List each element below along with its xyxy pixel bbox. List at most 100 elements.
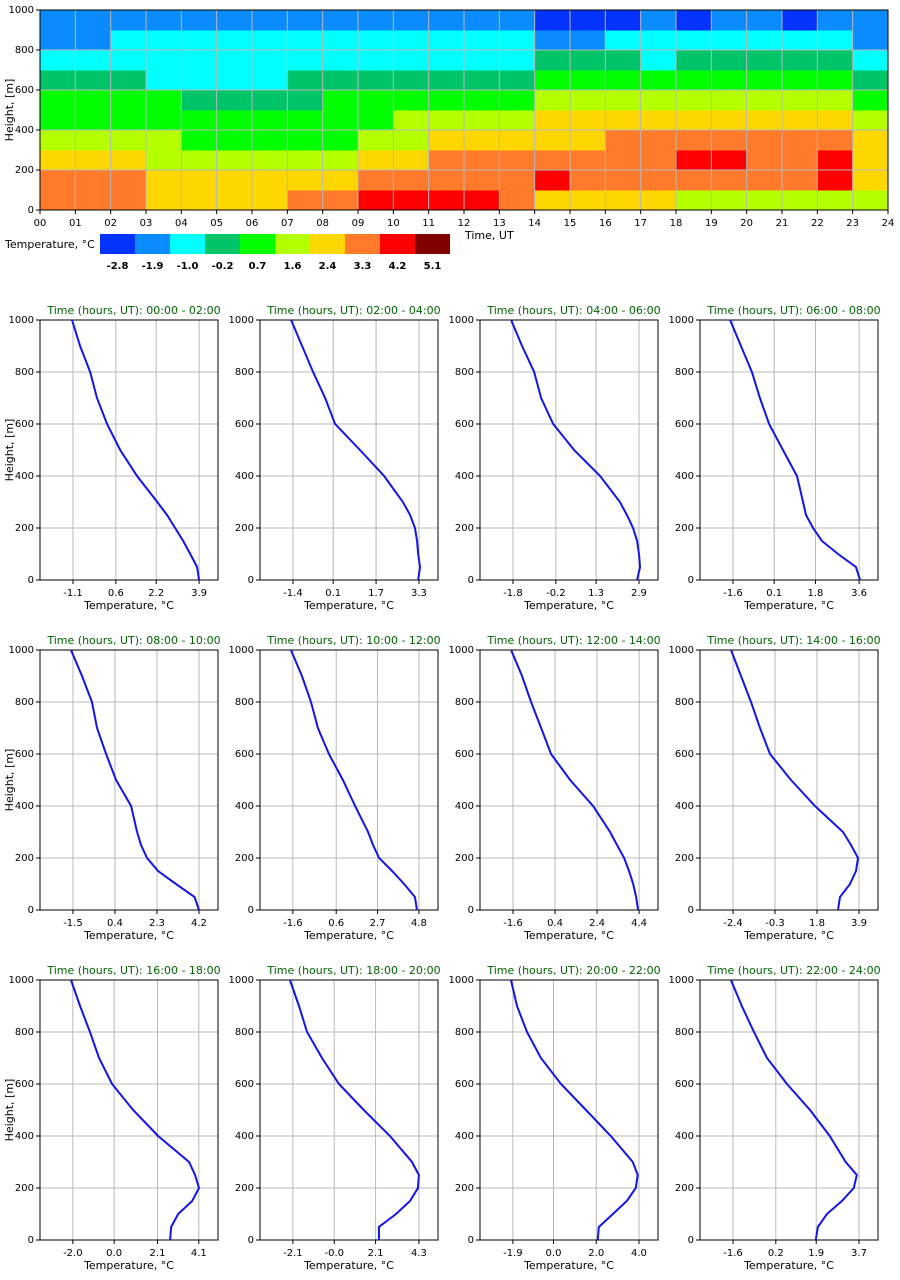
- heat-cell: [817, 150, 854, 171]
- heat-cell: [110, 50, 147, 71]
- x-tick-label: 08: [316, 218, 329, 229]
- y-tick-label: 400: [235, 801, 254, 812]
- heat-cell: [428, 130, 465, 151]
- heat-cell: [640, 70, 677, 91]
- heat-cell: [852, 110, 889, 131]
- plot-frame: [699, 649, 879, 911]
- heat-cell: [570, 110, 606, 131]
- x-tick-label: -0.0: [324, 1248, 344, 1259]
- x-axis-label: Temperature, °C: [303, 929, 394, 942]
- y-tick-label: 400: [455, 1131, 474, 1142]
- y-tick-label: 0: [248, 1235, 254, 1246]
- plot-frame: [39, 979, 219, 1241]
- heat-cell: [428, 110, 465, 131]
- heat-cell: [534, 110, 571, 131]
- y-tick-label: 1000: [9, 975, 34, 986]
- x-tick-label: 24: [882, 218, 895, 229]
- x-tick-label: 2.0: [588, 1248, 604, 1259]
- x-tick-label: -1.6: [503, 918, 523, 929]
- y-tick-label: 1000: [229, 645, 254, 656]
- profile-line: [729, 319, 862, 581]
- x-tick-label: 10: [387, 218, 400, 229]
- heat-cell: [746, 70, 783, 91]
- heat-cell: [499, 190, 536, 211]
- x-tick-label: -1.8: [503, 588, 523, 599]
- plot-frame: [39, 649, 219, 911]
- heat-cell: [75, 50, 112, 71]
- heat-cell: [181, 50, 218, 71]
- y-tick-label: 200: [455, 1183, 474, 1194]
- heat-cell: [640, 10, 677, 31]
- heat-cell: [216, 10, 253, 31]
- y-tick-label: 1000: [229, 975, 254, 986]
- heat-cell: [40, 30, 76, 51]
- heat-cell: [322, 30, 359, 51]
- heat-cell: [216, 90, 253, 111]
- heat-cell: [287, 130, 324, 151]
- heat-cell: [676, 10, 712, 31]
- x-axis-label: Temperature, °C: [523, 599, 614, 612]
- heat-cell: [252, 70, 288, 91]
- x-tick-label: 2.1: [368, 1248, 384, 1259]
- heat-cell: [711, 130, 748, 151]
- heat-cell: [499, 90, 536, 111]
- heat-cell: [252, 50, 288, 71]
- heat-cell: [287, 150, 324, 171]
- heat-cell: [393, 170, 430, 191]
- heat-cell: [216, 50, 253, 71]
- heat-cell: [676, 50, 712, 71]
- heat-cell: [40, 90, 76, 111]
- heat-cell: [782, 30, 818, 51]
- heat-cell: [605, 150, 642, 171]
- x-tick-label: 0.0: [106, 1248, 122, 1259]
- colorbar-label: -0.2: [212, 261, 234, 272]
- heat-cell: [817, 110, 854, 131]
- heat-cell: [817, 70, 854, 91]
- heat-cell: [746, 10, 783, 31]
- x-tick-label: -2.1: [283, 1248, 303, 1259]
- heat-cell: [252, 10, 288, 31]
- heat-cell: [358, 150, 394, 171]
- heat-cell: [322, 110, 359, 131]
- x-tick-label: 4.1: [191, 1248, 207, 1259]
- y-tick-label: 800: [235, 697, 254, 708]
- y-tick-label: 400: [15, 801, 34, 812]
- heat-cell: [464, 90, 500, 111]
- heat-cell: [711, 10, 748, 31]
- y-tick-label: 1000: [449, 645, 474, 656]
- heat-cell: [534, 170, 571, 191]
- heat-cell: [393, 10, 430, 31]
- heat-cell: [852, 70, 889, 91]
- heat-cell: [75, 190, 112, 211]
- x-tick-label: 4.2: [191, 918, 207, 929]
- heat-cell: [287, 90, 324, 111]
- x-tick-label: 0.6: [328, 918, 344, 929]
- y-tick-label: 400: [675, 471, 694, 482]
- y-tick-label: 1000: [669, 315, 694, 326]
- heat-cell: [782, 150, 818, 171]
- heat-cell: [817, 30, 854, 51]
- x-tick-label: 0.4: [547, 918, 563, 929]
- heat-cell: [711, 50, 748, 71]
- y-tick-label: 0: [688, 1235, 694, 1246]
- heat-cell: [817, 50, 854, 71]
- heat-cell: [852, 10, 889, 31]
- heat-cell: [464, 110, 500, 131]
- heat-cell: [75, 10, 112, 31]
- x-tick-label: 4.3: [411, 1248, 427, 1259]
- x-tick-label: 1.8: [807, 588, 823, 599]
- heat-cell: [852, 190, 889, 211]
- heat-cell: [40, 10, 76, 31]
- colorbar-box: [415, 234, 450, 254]
- y-tick-label: 200: [235, 853, 254, 864]
- y-axis-label: Height, [m]: [3, 749, 16, 812]
- y-tick-label: 800: [675, 1027, 694, 1038]
- y-tick-label: 800: [235, 367, 254, 378]
- plot-frame: [259, 319, 439, 581]
- heat-cell: [852, 30, 889, 51]
- colorbar-box: [170, 234, 205, 254]
- heat-cell: [75, 30, 112, 51]
- heat-cell: [605, 70, 642, 91]
- y-tick-label: 0: [248, 905, 254, 916]
- x-tick-label: 0.0: [546, 1248, 562, 1259]
